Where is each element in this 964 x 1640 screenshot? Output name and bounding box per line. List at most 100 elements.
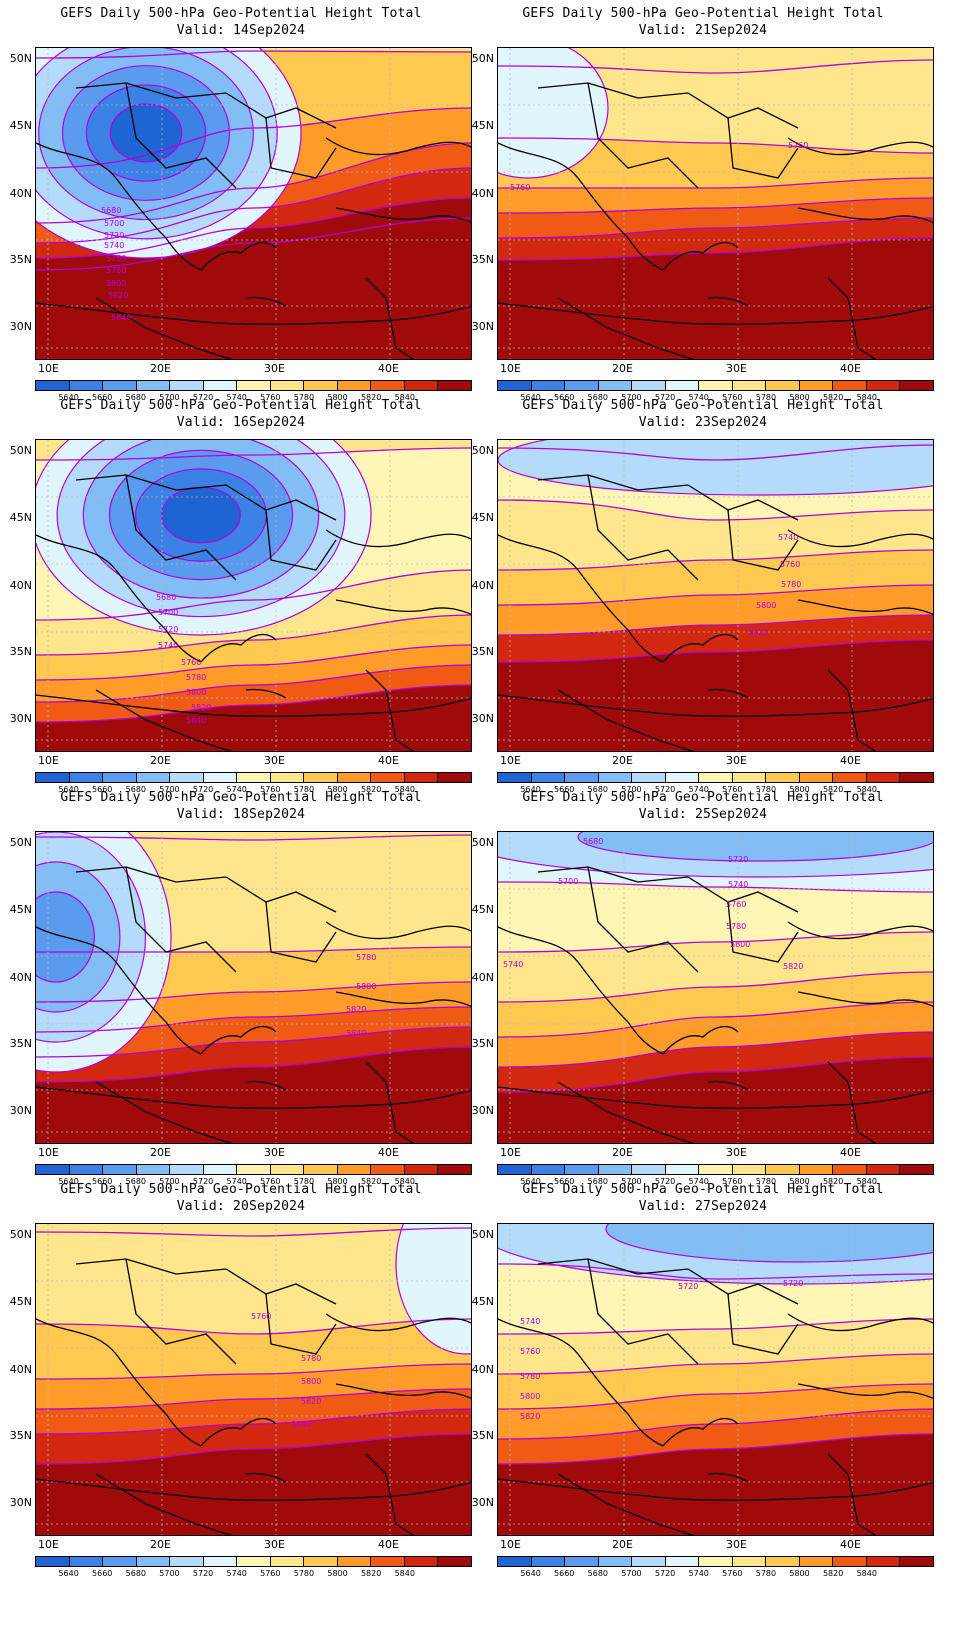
contour-label: 5740: [520, 1317, 540, 1326]
latitude-label: 45N: [471, 903, 494, 916]
contour-label: 5780: [301, 1354, 321, 1363]
colorbar-level-label: 5640: [58, 393, 79, 402]
longitude-label: 10E: [38, 1146, 59, 1159]
latitude-label: 40N: [471, 579, 494, 592]
colorbar-level-label: 5720: [192, 785, 214, 794]
contour-line: [498, 177, 933, 189]
colorbar-level-label: 5760: [260, 1569, 281, 1578]
colorbar-level-label: 5720: [654, 1177, 676, 1186]
coastline-border: [787, 921, 933, 940]
coastline-border: [36, 1086, 471, 1109]
panel-valid-date: Valid: 14Sep2024: [176, 23, 306, 38]
coastline-border: [707, 296, 749, 307]
contour-label: 5840: [186, 716, 206, 725]
longitude-label: 20E: [612, 754, 633, 767]
longitude-label: 40E: [378, 1538, 399, 1551]
contour-line: [498, 217, 933, 239]
panel-title-main: GEFS Daily 500-hPa Geo-Potential Height …: [60, 1182, 422, 1197]
coastline-border: [498, 534, 664, 663]
height-field-map: 5760 5760: [497, 47, 934, 360]
panel-title-main: GEFS Daily 500-hPa Geo-Potential Height …: [60, 398, 422, 413]
colorbar-swatch: [799, 381, 834, 390]
coastline-border: [707, 1080, 749, 1091]
colorbar-swatch: [766, 1165, 800, 1174]
colorbar-level-label: 5700: [621, 1569, 642, 1578]
colorbar-swatch: [766, 381, 800, 390]
colorbar-swatch: [371, 381, 405, 390]
colorbar-swatch: [304, 1557, 338, 1566]
longitude-label: 40E: [840, 754, 861, 767]
colorbar-swatch: [304, 773, 338, 782]
colorbar-swatch: [699, 773, 733, 782]
colorbar: [497, 772, 934, 783]
colorbar-swatch: [304, 1165, 338, 1174]
contour-label: 5700: [558, 877, 578, 886]
longitude-label: 40E: [840, 1146, 861, 1159]
colorbar-swatch: [665, 1557, 700, 1566]
colorbar-swatch: [270, 1165, 305, 1174]
colorbar-swatch: [404, 1165, 439, 1174]
colorbar-level-label: 5820: [360, 1569, 382, 1578]
colorbar-level-label: 5720: [192, 393, 214, 402]
latitude-label: 50N: [471, 52, 494, 65]
colorbar-level-label: 5660: [554, 1177, 575, 1186]
colorbar-level-label: 5680: [125, 393, 147, 402]
latitude-label: 35N: [9, 1429, 32, 1442]
height-band: [498, 238, 933, 359]
contour-label: 5700: [158, 608, 178, 617]
contour-label: 5760: [780, 560, 800, 569]
contour-line: [36, 981, 471, 1003]
colorbar-level-label: 5640: [58, 1569, 79, 1578]
contour-line: [498, 549, 933, 571]
colorbar-swatch: [438, 773, 471, 782]
coastline-border: [827, 1061, 877, 1143]
contour-line: [36, 1363, 471, 1380]
latitude-label: 35N: [471, 1429, 494, 1442]
colorbar-swatch: [498, 1557, 532, 1566]
longitude-label: 20E: [612, 362, 633, 375]
low-contour-ring: [577, 832, 933, 862]
contour-line: [498, 971, 933, 1003]
colorbar: [35, 772, 472, 783]
coastline-border: [498, 1318, 664, 1447]
panel-title: GEFS Daily 500-hPa Geo-Potential Height …: [0, 1181, 482, 1215]
coastline-border: [265, 117, 337, 179]
colorbar-level-label: 5740: [226, 785, 247, 794]
coastline-border: [557, 1473, 694, 1535]
longitude-label: 30E: [726, 362, 747, 375]
contour-label: 5820: [783, 962, 803, 971]
colorbar-swatch: [732, 1165, 767, 1174]
colorbar-swatch: [371, 1557, 405, 1566]
colorbar-swatch: [438, 1557, 471, 1566]
map-panel: GEFS Daily 500-hPa Geo-Potential Height …: [0, 1176, 482, 1586]
height-band: [36, 1047, 471, 1143]
colorbar-level-label: 5740: [226, 1569, 247, 1578]
contour-label: 5820: [301, 1397, 321, 1406]
colorbar-swatch: [531, 381, 566, 390]
colorbar-swatch: [371, 1165, 405, 1174]
colorbar-swatch: [237, 381, 271, 390]
latitude-label: 50N: [9, 52, 32, 65]
contour-label: 5820: [748, 628, 768, 637]
height-field-map: 5740 5760 5780 5800 5820: [497, 439, 934, 752]
colorbar-swatch: [598, 1557, 633, 1566]
colorbar: [35, 1556, 472, 1567]
contour-label: 5720: [158, 625, 178, 634]
coastline-border: [95, 297, 232, 359]
latitude-label: 40N: [9, 1363, 32, 1376]
coastline-border: [662, 1417, 739, 1447]
coastline-border: [36, 694, 471, 717]
colorbar-swatch: [866, 1165, 901, 1174]
contour-line: [498, 639, 933, 663]
panel-title-main: GEFS Daily 500-hPa Geo-Potential Height …: [60, 790, 422, 805]
coastline-border: [36, 142, 202, 271]
filled-contours: 5780 5800 5820 5840: [36, 832, 471, 1143]
latitude-label: 30N: [471, 1496, 494, 1509]
colorbar-swatch: [598, 773, 633, 782]
coastline-border: [365, 1453, 415, 1535]
latitude-label: 40N: [9, 579, 32, 592]
longitude-label: 10E: [500, 1146, 521, 1159]
colorbar-level-label: 5740: [688, 1569, 709, 1578]
contour-label: 5800: [301, 1377, 321, 1386]
